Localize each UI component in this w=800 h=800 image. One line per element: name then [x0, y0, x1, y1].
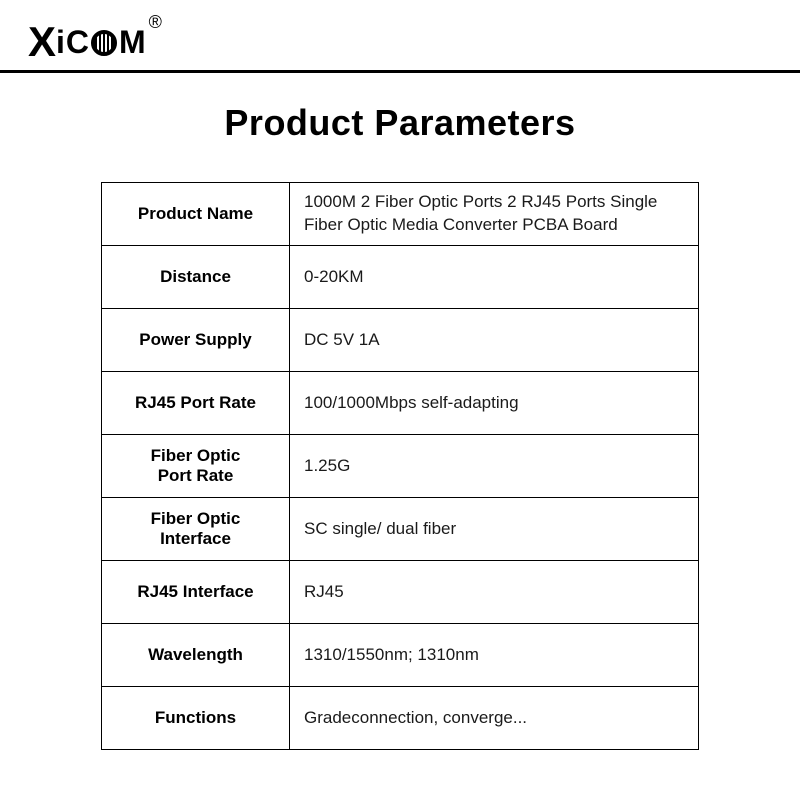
header-divider — [0, 70, 800, 73]
table-row: RJ45 Port Rate100/1000Mbps self-adapting — [102, 372, 699, 435]
param-value: DC 5V 1A — [290, 309, 699, 372]
table-row: Power SupplyDC 5V 1A — [102, 309, 699, 372]
param-label: Distance — [102, 246, 290, 309]
table-row: Product Name1000M 2 Fiber Optic Ports 2 … — [102, 183, 699, 246]
param-label: Functions — [102, 687, 290, 750]
table-row: Fiber OpticInterfaceSC single/ dual fibe… — [102, 498, 699, 561]
brand-logo: XiCM ® — [28, 18, 158, 66]
param-label: Product Name — [102, 183, 290, 246]
page-title: Product Parameters — [0, 102, 800, 144]
param-value: 100/1000Mbps self-adapting — [290, 372, 699, 435]
parameters-table: Product Name1000M 2 Fiber Optic Ports 2 … — [101, 182, 699, 750]
param-value: 1.25G — [290, 435, 699, 498]
param-label: Wavelength — [102, 624, 290, 687]
param-label: Fiber OpticInterface — [102, 498, 290, 561]
param-value: Gradeconnection, converge... — [290, 687, 699, 750]
table-row: Distance0-20KM — [102, 246, 699, 309]
param-label: RJ45 Interface — [102, 561, 290, 624]
registered-mark: ® — [149, 12, 162, 33]
param-label: RJ45 Port Rate — [102, 372, 290, 435]
param-value: 0-20KM — [290, 246, 699, 309]
table-row: RJ45 InterfaceRJ45 — [102, 561, 699, 624]
table-row: Wavelength1310/1550nm; 1310nm — [102, 624, 699, 687]
param-value: SC single/ dual fiber — [290, 498, 699, 561]
param-label: Fiber OpticPort Rate — [102, 435, 290, 498]
param-value: 1000M 2 Fiber Optic Ports 2 RJ45 Ports S… — [290, 183, 699, 246]
table-row: FunctionsGradeconnection, converge... — [102, 687, 699, 750]
param-value: RJ45 — [290, 561, 699, 624]
table-row: Fiber OpticPort Rate1.25G — [102, 435, 699, 498]
param-value: 1310/1550nm; 1310nm — [290, 624, 699, 687]
brand-wordmark: XiCM — [28, 18, 145, 66]
param-label: Power Supply — [102, 309, 290, 372]
